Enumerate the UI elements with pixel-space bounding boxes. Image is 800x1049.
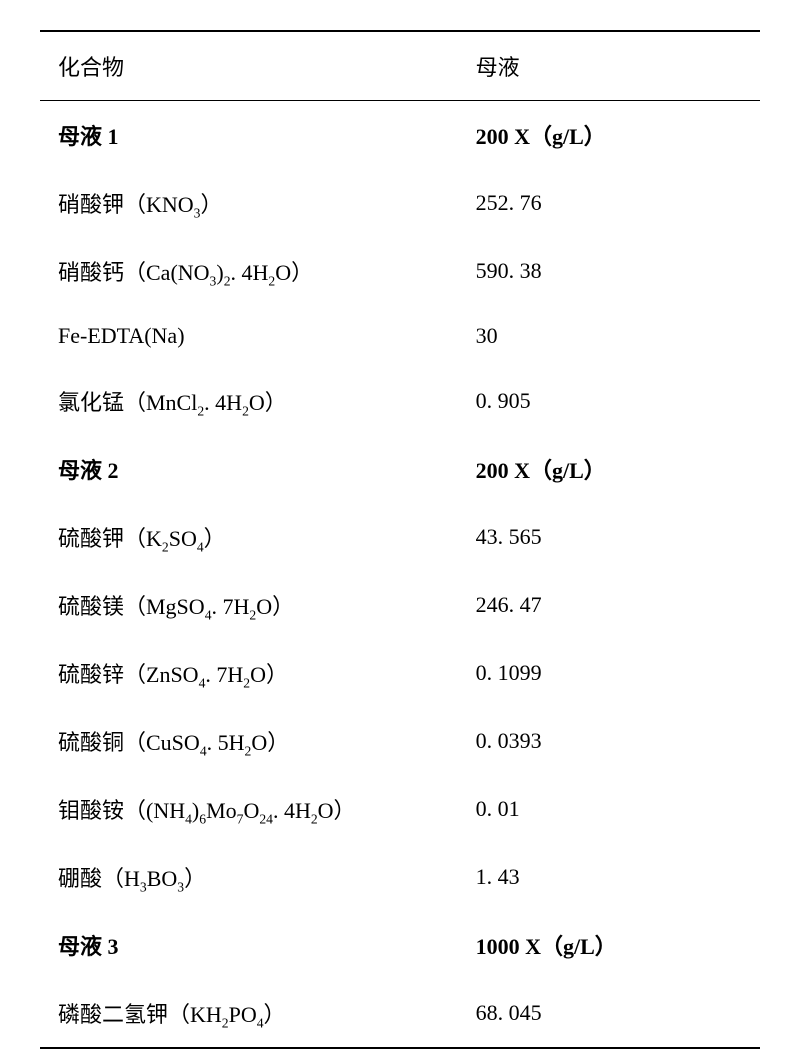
table-row: 硫酸镁（MgSO4. 7H2O）246. 47 — [40, 571, 760, 639]
compound-cell: 硫酸锌（ZnSO4. 7H2O） — [40, 639, 458, 707]
compound-cell: 硫酸铜（CuSO4. 5H2O） — [40, 707, 458, 775]
compound-cell: 硼酸（H3BO3） — [40, 843, 458, 911]
table-row: 硝酸钙（Ca(NO3)2. 4H2O）590. 38 — [40, 237, 760, 305]
value-cell: 246. 47 — [458, 571, 760, 639]
compound-cell: 硝酸钾（KNO3） — [40, 169, 458, 237]
table-row: 磷酸二氢钾（KH2PO4）68. 045 — [40, 979, 760, 1048]
table-row: 氯化锰（MnCl2. 4H2O）0. 905 — [40, 367, 760, 435]
compound-cell: Fe-EDTA(Na) — [40, 305, 458, 367]
compound-cell: 母液 1 — [40, 101, 458, 170]
table-row: Fe-EDTA(Na)30 — [40, 305, 760, 367]
compound-cell: 硫酸镁（MgSO4. 7H2O） — [40, 571, 458, 639]
value-cell: 68. 045 — [458, 979, 760, 1048]
value-cell: 30 — [458, 305, 760, 367]
value-cell: 200 X（g/L） — [458, 101, 760, 170]
value-cell: 0. 0393 — [458, 707, 760, 775]
table-row: 硫酸钾（K2SO4）43. 565 — [40, 503, 760, 571]
value-cell: 1. 43 — [458, 843, 760, 911]
table-header-row: 化合物 母液 — [40, 31, 760, 101]
compound-table: 化合物 母液 母液 1200 X（g/L）硝酸钾（KNO3）252. 76硝酸钙… — [40, 30, 760, 1049]
value-cell: 252. 76 — [458, 169, 760, 237]
table-row: 硝酸钾（KNO3）252. 76 — [40, 169, 760, 237]
compound-cell: 母液 3 — [40, 911, 458, 979]
header-compound: 化合物 — [40, 31, 458, 101]
value-cell: 1000 X（g/L） — [458, 911, 760, 979]
value-cell: 43. 565 — [458, 503, 760, 571]
value-cell: 0. 01 — [458, 775, 760, 843]
compound-cell: 硝酸钙（Ca(NO3)2. 4H2O） — [40, 237, 458, 305]
table-row: 硫酸锌（ZnSO4. 7H2O）0. 1099 — [40, 639, 760, 707]
value-cell: 0. 1099 — [458, 639, 760, 707]
table-row: 母液 2200 X（g/L） — [40, 435, 760, 503]
value-cell: 200 X（g/L） — [458, 435, 760, 503]
compound-cell: 母液 2 — [40, 435, 458, 503]
table-row: 母液 1200 X（g/L） — [40, 101, 760, 170]
table-row: 钼酸铵（(NH4)6Mo7O24. 4H2O）0. 01 — [40, 775, 760, 843]
compound-cell: 硫酸钾（K2SO4） — [40, 503, 458, 571]
table-row: 硫酸铜（CuSO4. 5H2O）0. 0393 — [40, 707, 760, 775]
value-cell: 590. 38 — [458, 237, 760, 305]
compound-cell: 磷酸二氢钾（KH2PO4） — [40, 979, 458, 1048]
value-cell: 0. 905 — [458, 367, 760, 435]
header-solution: 母液 — [458, 31, 760, 101]
compound-cell: 氯化锰（MnCl2. 4H2O） — [40, 367, 458, 435]
table-row: 母液 31000 X（g/L） — [40, 911, 760, 979]
table-row: 硼酸（H3BO3）1. 43 — [40, 843, 760, 911]
compound-cell: 钼酸铵（(NH4)6Mo7O24. 4H2O） — [40, 775, 458, 843]
